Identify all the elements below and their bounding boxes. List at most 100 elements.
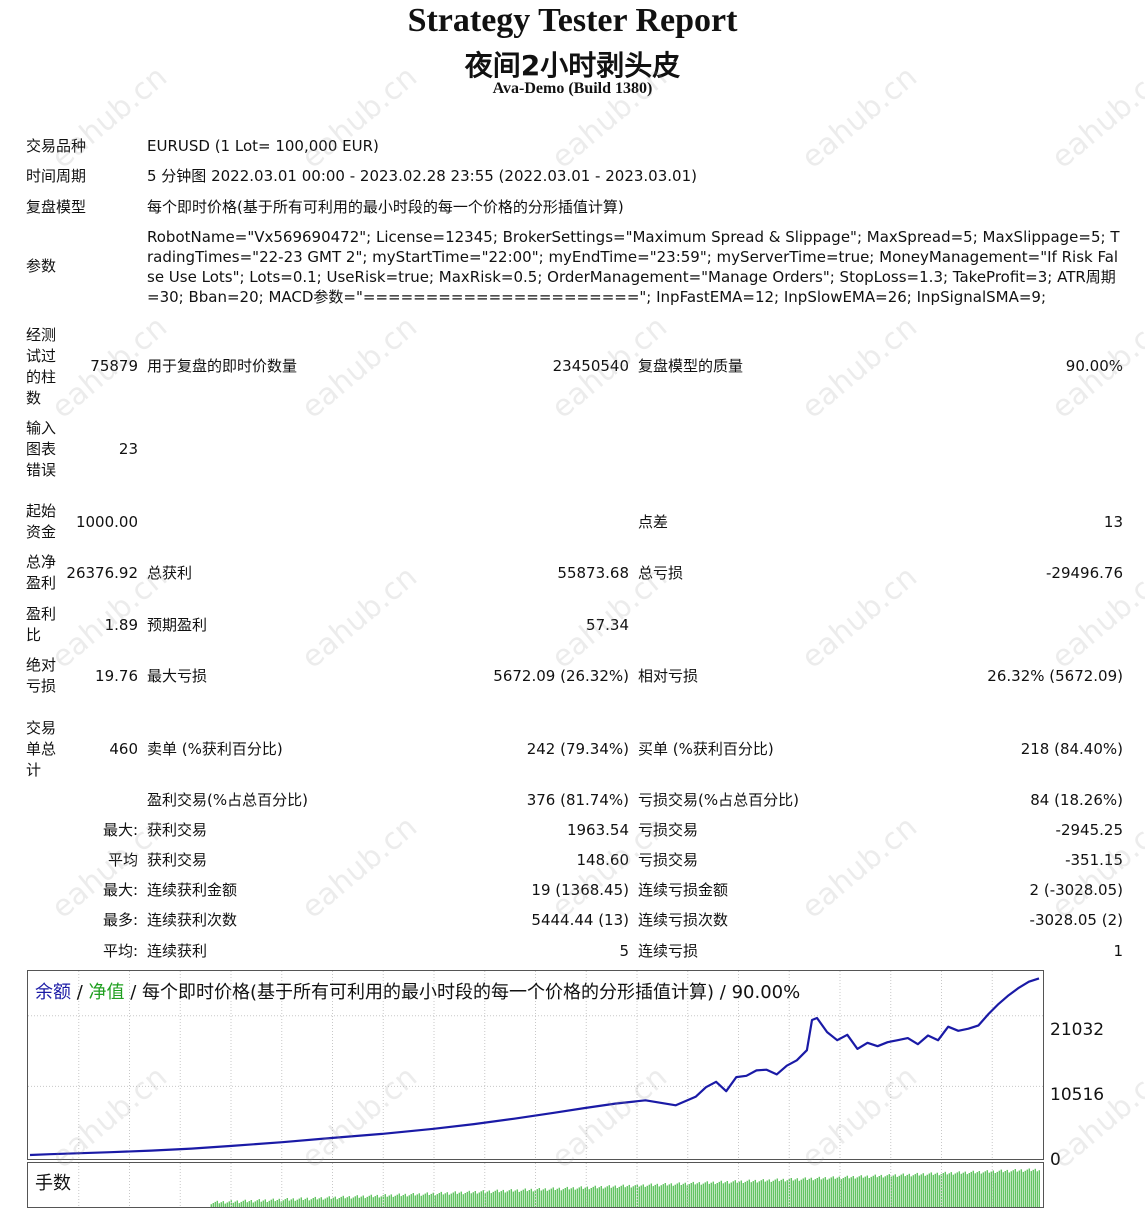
volume-bar [472, 1192, 474, 1207]
row5-b-value: 1 [1113, 942, 1123, 960]
volume-bar [948, 1173, 950, 1207]
volume-bar [822, 1178, 824, 1207]
volume-bar [292, 1198, 294, 1207]
volume-bar [594, 1185, 596, 1207]
volume-bar [384, 1194, 386, 1207]
volume-bar [526, 1191, 528, 1207]
watermark: eahub.cn [295, 309, 424, 426]
volume-bar [968, 1173, 970, 1207]
row5-b-label: 连续亏损 [638, 942, 699, 960]
volume-bar [910, 1176, 912, 1207]
volume-bar [544, 1188, 546, 1207]
volume-bar [774, 1179, 776, 1207]
volume-bar [1012, 1170, 1014, 1207]
volume-bar [230, 1200, 232, 1207]
volume-bar [412, 1193, 414, 1207]
volume-bar [276, 1200, 278, 1207]
volume-bar [298, 1198, 300, 1207]
gross-loss-label: 总亏损 [638, 564, 684, 582]
volume-bar [434, 1195, 436, 1207]
volume-bar [324, 1198, 326, 1207]
volume-bar [678, 1182, 680, 1207]
volume-bar [242, 1200, 244, 1207]
volume-bar [800, 1179, 802, 1207]
volume-bar [590, 1188, 592, 1207]
trades-label: 交易 单总 计 [26, 719, 57, 779]
volume-bar [624, 1187, 626, 1207]
volume-bar [852, 1176, 854, 1207]
volume-bar [668, 1184, 670, 1207]
row1-a-value: 1963.54 [566, 821, 629, 839]
volume-bar [518, 1191, 520, 1207]
gross-profit-label: 总获利 [147, 564, 193, 582]
volume-bar [792, 1180, 794, 1207]
volume-bar [598, 1187, 600, 1207]
volume-bar [552, 1187, 554, 1207]
volume-bar [1020, 1169, 1022, 1207]
volume-bar [816, 1178, 818, 1207]
volume-bar [776, 1178, 778, 1207]
watermark: eahub.cn [795, 809, 924, 926]
volume-bar [760, 1180, 762, 1207]
watermark: eahub.cn [295, 559, 424, 676]
volume-bar [1008, 1172, 1010, 1207]
volume-bar [636, 1184, 638, 1207]
expected-label: 预期盈利 [147, 616, 208, 634]
volume-bar [340, 1196, 342, 1207]
volume-bar [746, 1180, 748, 1207]
watermark: eahub.cn [795, 309, 924, 426]
volume-bar [666, 1185, 668, 1207]
volume-bar [550, 1188, 552, 1207]
volume-bar [420, 1195, 422, 1207]
volume-bar [336, 1199, 338, 1207]
volume-bar [906, 1174, 908, 1207]
volume-bar [954, 1173, 956, 1207]
volume-bar [888, 1174, 890, 1207]
volume-bar [696, 1183, 698, 1207]
volume-bar [542, 1189, 544, 1207]
volume-bar [404, 1193, 406, 1207]
volume-bar [258, 1199, 260, 1207]
volume-bar [862, 1177, 864, 1207]
volume-bar [1000, 1169, 1002, 1207]
volume-bar [900, 1174, 902, 1207]
volume-bar [782, 1178, 784, 1207]
volume-bar [282, 1200, 284, 1207]
volume-chart-svg [78, 1163, 1040, 1207]
volume-bar [648, 1184, 650, 1207]
rel-dd-label: 相对亏损 [638, 667, 699, 685]
volume-bar [646, 1185, 648, 1207]
volume-bar [490, 1193, 492, 1207]
volume-bar [304, 1198, 306, 1207]
volume-bar [892, 1175, 894, 1207]
volume-bar [454, 1191, 456, 1207]
volume-bar [780, 1179, 782, 1207]
volume-bar [502, 1189, 504, 1207]
volume-bar [706, 1181, 708, 1207]
deposit-label: 起始 资金 [26, 502, 57, 541]
volume-bar [422, 1194, 424, 1207]
volume-bar [732, 1181, 734, 1207]
balance-chart [27, 970, 1044, 1160]
volume-bar [306, 1197, 308, 1207]
legend-sep-2: / [124, 982, 143, 1003]
volume-bar [400, 1196, 402, 1207]
volume-bar [376, 1194, 378, 1207]
volume-bar [970, 1171, 972, 1207]
volume-bar [260, 1201, 262, 1207]
volume-bar [578, 1187, 580, 1207]
volume-bar [694, 1184, 696, 1207]
volume-bar [468, 1190, 470, 1207]
volume-bar [996, 1171, 998, 1207]
volume-bar [898, 1175, 900, 1207]
volume-bar [832, 1176, 834, 1207]
row2-a-value: 148.60 [576, 851, 630, 869]
volume-bar [628, 1184, 630, 1207]
row1-a-label: 获利交易 [147, 821, 208, 839]
volume-bar [358, 1197, 360, 1207]
volume-bar [876, 1177, 878, 1207]
volume-bar [586, 1186, 588, 1207]
abs-dd-value: 19.76 [95, 667, 138, 685]
gross-loss-value: -29496.76 [1046, 564, 1123, 582]
volume-bar [860, 1175, 862, 1207]
